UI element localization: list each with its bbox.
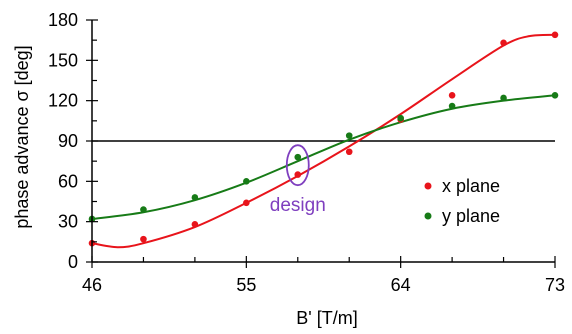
fit-curve-y-plane (91, 94, 556, 220)
legend-label-x-plane: x plane (442, 176, 500, 196)
x-tick-label: 73 (545, 275, 565, 295)
data-point-x-plane (551, 31, 559, 39)
data-point-y-plane (294, 153, 302, 161)
data-point-x-plane (500, 39, 507, 47)
y-tick-label: 180 (48, 10, 78, 30)
x-tick-label: 55 (236, 275, 256, 295)
data-point-y-plane (448, 102, 456, 110)
data-point-x-plane (243, 199, 250, 207)
x-axis-title: B' [T/m] (296, 308, 357, 328)
design-annotation: design (270, 144, 326, 216)
y-tick-label: 150 (48, 50, 78, 70)
data-point-y-plane (500, 94, 507, 102)
tick-marks (86, 19, 556, 268)
y-axis-title: phase advance σ [deg] (12, 45, 32, 228)
data-point-y-plane (397, 114, 404, 122)
data-point-y-plane (140, 206, 147, 213)
y-tick-label: 90 (58, 131, 78, 151)
legend: x plane y plane (424, 176, 500, 226)
data-point-y-plane (243, 178, 250, 185)
legend-marker-x-plane (424, 182, 432, 190)
data-point-x-plane (345, 148, 353, 156)
data-point-x-plane (140, 235, 147, 243)
x-tick-label: 46 (82, 275, 102, 295)
data-point-x-plane (448, 91, 456, 99)
design-ellipse (285, 144, 310, 187)
legend-label-y-plane: y plane (442, 206, 500, 226)
tick-labels: 0 30 60 90 120 150 180 46 55 64 73 (48, 10, 565, 295)
x-tick-label: 64 (391, 275, 411, 295)
data-point-y-plane (345, 132, 353, 139)
legend-marker-y-plane (424, 212, 432, 220)
data-point-x-plane (191, 221, 199, 228)
design-label: design (270, 195, 326, 216)
data-point-x-plane (294, 171, 302, 178)
y-tick-label: 30 (58, 212, 78, 232)
data-point-y-plane (551, 91, 559, 99)
y-tick-label: 60 (58, 171, 78, 191)
data-points (88, 31, 559, 247)
data-point-y-plane (191, 194, 199, 201)
y-tick-label: 0 (68, 252, 78, 272)
y-tick-label: 120 (48, 91, 78, 111)
